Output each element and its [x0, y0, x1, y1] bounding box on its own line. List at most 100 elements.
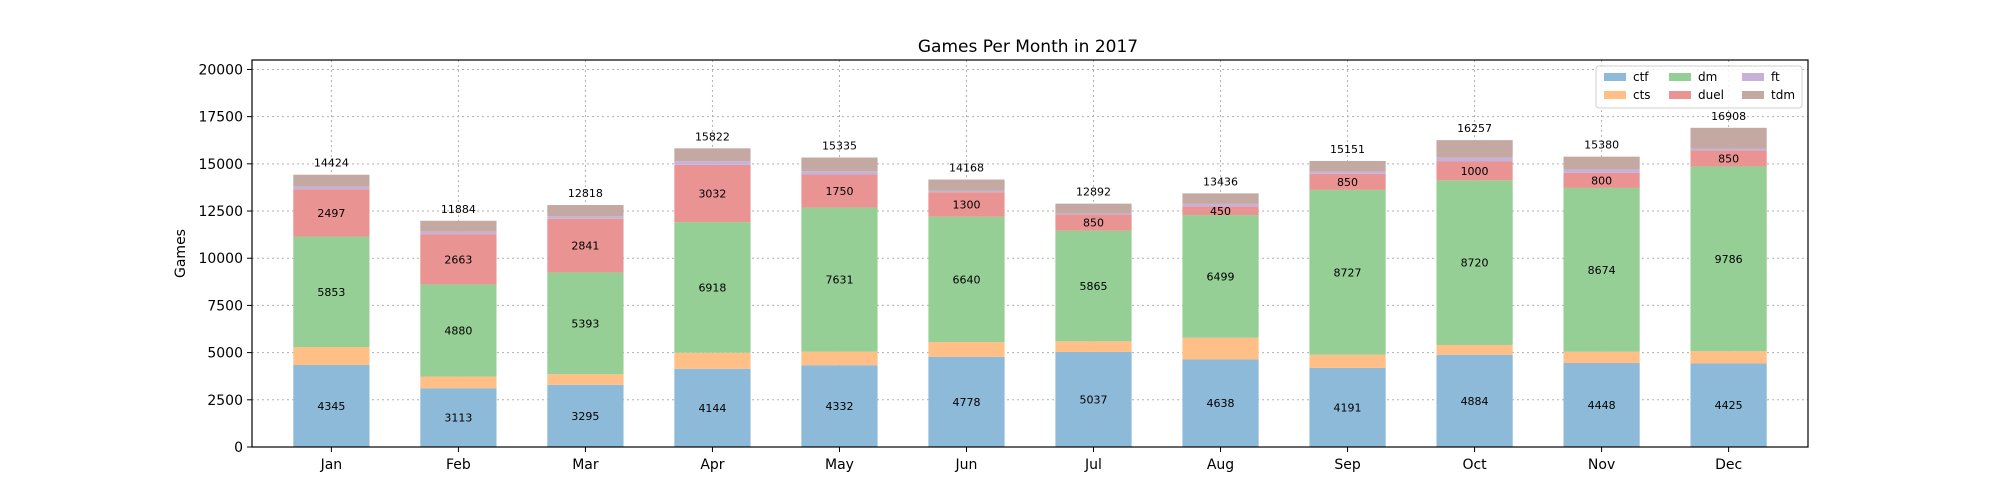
legend-label-tdm: tdm	[1771, 88, 1795, 102]
total-label: 11884	[441, 203, 476, 216]
chart-title: Games Per Month in 2017	[918, 37, 1138, 57]
bar-ctf	[1563, 363, 1640, 447]
bar-duel	[1690, 150, 1767, 167]
data-label-dm: 6499	[1207, 270, 1235, 283]
data-label-dm: 4880	[444, 324, 472, 337]
x-tick-label: Mar	[572, 457, 599, 473]
bar-dm	[547, 272, 624, 375]
total-label: 16908	[1711, 110, 1746, 123]
total-label: 15822	[695, 130, 730, 143]
data-label-ctf: 4425	[1715, 399, 1743, 412]
bars	[293, 127, 1767, 447]
bar-dm	[1563, 187, 1640, 352]
x-tick-label: Oct	[1462, 457, 1487, 473]
bar-cts	[547, 374, 624, 385]
legend-swatch-dm	[1669, 73, 1691, 81]
bar-ft	[1436, 157, 1513, 162]
y-tick-label: 7500	[207, 298, 243, 314]
x-tick-label: Apr	[700, 457, 724, 473]
bar-tdm	[928, 179, 1005, 191]
bar-ctf	[928, 356, 1005, 447]
data-label-dm: 5853	[317, 286, 345, 299]
bar-tdm	[801, 157, 878, 172]
bar-dm	[1055, 230, 1132, 342]
bar-tdm	[1690, 127, 1767, 149]
x-tick-label: Jul	[1084, 457, 1102, 473]
bar-duel	[420, 234, 497, 285]
data-label-duel: 3032	[698, 188, 726, 201]
bar-ft	[928, 190, 1005, 193]
data-label-ctf: 4638	[1207, 397, 1235, 410]
bar-ft	[420, 231, 497, 235]
data-label-duel: 850	[1718, 152, 1739, 165]
total-label: 14424	[314, 157, 349, 170]
y-tick-label: 10000	[198, 251, 243, 267]
bar-ft	[1690, 148, 1767, 151]
bar-dm	[1690, 166, 1767, 352]
bar-tdm	[547, 205, 624, 217]
data-label-duel: 450	[1210, 205, 1231, 218]
data-label-duel: 2497	[317, 207, 345, 220]
bar-ctf	[1309, 367, 1386, 447]
bar-ft	[547, 216, 624, 219]
bar-duel	[1436, 161, 1513, 181]
x-tick-label: Aug	[1207, 457, 1234, 473]
legend-label-cts: cts	[1633, 88, 1651, 102]
legend-label-duel: duel	[1698, 88, 1724, 102]
bar-ctf	[674, 368, 751, 447]
total-label: 12892	[1076, 186, 1111, 199]
total-label: 12818	[568, 187, 603, 200]
x-tick-label: Nov	[1588, 457, 1615, 473]
bar-ft	[1563, 169, 1640, 173]
data-label-dm: 7631	[825, 274, 853, 287]
data-label-dm: 5393	[571, 317, 599, 330]
bar-cts	[420, 376, 497, 389]
data-label-dm: 8720	[1461, 257, 1489, 270]
bar-dm	[293, 236, 370, 348]
y-tick-label: 20000	[198, 62, 243, 78]
bar-dm	[674, 222, 751, 353]
bar-duel	[1182, 206, 1259, 216]
data-label-ctf: 3295	[571, 410, 599, 423]
data-label-duel: 850	[1337, 176, 1358, 189]
x-tick-label: Dec	[1715, 457, 1742, 473]
total-label: 14168	[949, 162, 984, 175]
data-label-ctf: 4884	[1461, 395, 1489, 408]
total-label: 16257	[1457, 122, 1492, 135]
bar-tdm	[293, 174, 370, 187]
bar-dm	[1309, 189, 1386, 355]
bar-tdm	[1563, 156, 1640, 170]
y-axis-title: Games	[173, 229, 189, 278]
bar-duel	[1563, 172, 1640, 188]
bar-dm	[420, 284, 497, 377]
bar-ctf	[1182, 359, 1259, 447]
bar-ft	[1055, 213, 1132, 215]
y-tick-label: 5000	[207, 346, 243, 362]
legend-swatch-cts	[1604, 91, 1626, 99]
x-tick-label: Sep	[1334, 457, 1361, 473]
bar-duel	[547, 218, 624, 273]
data-label-ctf: 4191	[1334, 401, 1362, 414]
data-label-ctf: 4144	[698, 402, 726, 415]
y-tick-label: 17500	[198, 110, 243, 126]
plot-frame	[251, 59, 1809, 448]
bar-tdm	[1309, 160, 1386, 172]
total-label: 15335	[822, 140, 857, 153]
data-label-ctf: 4332	[825, 400, 853, 413]
bar-ft	[293, 186, 370, 190]
data-label-dm: 8727	[1334, 266, 1362, 279]
bar-cts	[1690, 351, 1767, 364]
bar-cts	[293, 347, 370, 365]
data-label-ctf: 3113	[444, 412, 472, 425]
data-label-duel: 2663	[444, 253, 472, 266]
bar-tdm	[420, 220, 497, 232]
bar-duel	[928, 192, 1005, 217]
data-label-ctf: 4448	[1588, 399, 1616, 412]
bar-dm	[1436, 180, 1513, 345]
x-tick-label: Jan	[320, 457, 343, 473]
bar-ft	[674, 161, 751, 165]
bar-dm	[928, 216, 1005, 343]
bar-cts	[801, 351, 878, 366]
x-tick-label: Feb	[446, 457, 471, 473]
